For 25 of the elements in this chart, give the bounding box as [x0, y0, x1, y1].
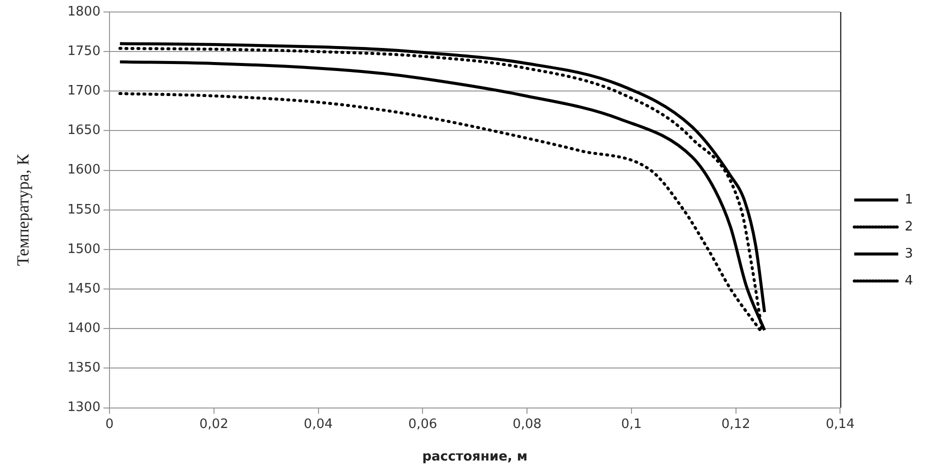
y-tick-label: 1600: [67, 162, 100, 178]
y-tick-label: 1700: [67, 84, 100, 99]
y-tick-label: 1750: [67, 44, 100, 59]
y-tick-label: 1550: [67, 202, 100, 218]
y-tick-label: 1650: [67, 123, 100, 138]
x-tick-label: 0,08: [512, 416, 542, 432]
x-tick-label: 0,1: [621, 416, 642, 432]
legend-label: 1: [904, 192, 914, 208]
y-tick-label: 1400: [67, 321, 100, 336]
x-tick-label: 0,12: [721, 416, 750, 432]
x-tick-label: 0,06: [408, 416, 438, 432]
x-tick-label: 0: [105, 416, 114, 432]
x-tick-label: 0,14: [826, 416, 855, 432]
y-tick-label: 1350: [67, 360, 100, 376]
legend-label: 4: [904, 273, 914, 288]
x-axis-title: расстояние, м: [422, 450, 528, 465]
y-tick-label: 1450: [67, 281, 100, 296]
y-axis-title: Температура, К: [14, 153, 33, 266]
legend-label: 2: [904, 219, 914, 234]
x-tick-label: 0,02: [199, 416, 228, 432]
y-tick-label: 1500: [67, 242, 100, 257]
y-tick-label: 1300: [67, 400, 100, 416]
legend-label: 3: [904, 246, 914, 262]
y-tick-label: 1800: [67, 4, 100, 20]
x-tick-label: 0,04: [304, 416, 333, 432]
